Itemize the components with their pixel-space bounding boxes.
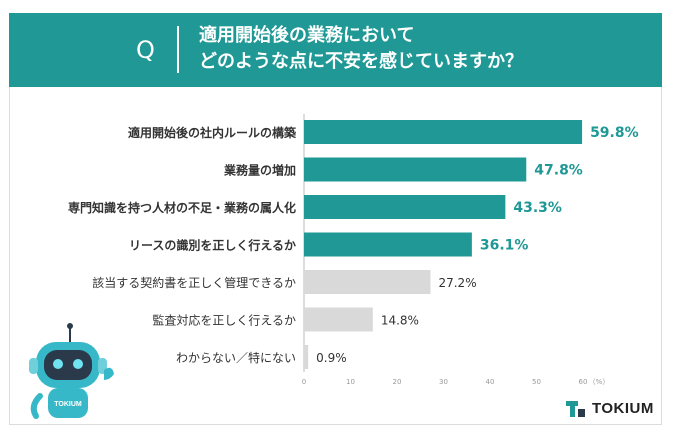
bar [304, 232, 472, 257]
tokium-logo-text: TOKIUM [592, 400, 654, 417]
x-tick-label: 50 [532, 378, 541, 386]
category-label: 適用開始後の社内ルールの構築 [128, 125, 297, 140]
x-tick-label: 30 [439, 378, 448, 386]
tokium-logo-icon [566, 401, 585, 417]
question-title: 適用開始後の業務において どのような点に不安を感じていますか？ [199, 25, 523, 72]
value-label: 0.9% [316, 351, 347, 365]
value-label: 36.1% [480, 238, 529, 254]
bar [304, 270, 431, 294]
robot-mascot-icon: TOKIUM [29, 323, 114, 419]
bar [304, 195, 506, 219]
category-label: 監査対応を正しく行えるか [152, 313, 296, 328]
bar [304, 307, 373, 332]
category-label: 専門知識を持つ人材の不足・業務の属人化 [68, 200, 296, 215]
header-divider [177, 26, 179, 73]
question-mark: Q [136, 36, 155, 64]
bar [304, 120, 583, 144]
value-label: 27.2% [438, 276, 476, 290]
category-label: リースの識別を正しく行えるか [129, 238, 296, 253]
x-tick-label: 10 [346, 378, 355, 386]
category-label: 業務量の増加 [223, 163, 296, 178]
category-label: わからない／特にない [176, 350, 296, 365]
category-label: 該当する契約書を正しく管理できるか [92, 275, 296, 290]
x-tick-label: 0 [302, 378, 306, 386]
value-label: 14.8% [381, 314, 419, 328]
bar [304, 345, 309, 369]
x-tick-label: 20 [393, 378, 402, 386]
bar [304, 157, 527, 182]
x-tick-label: 40 [486, 378, 495, 386]
x-tick-label: 60 [579, 378, 588, 386]
value-label: 47.8% [534, 163, 583, 179]
question-header: Q 適用開始後の業務において どのような点に不安を感じていますか？ [9, 13, 662, 87]
x-unit-label: （%） [589, 378, 610, 386]
value-label: 43.3% [513, 200, 562, 216]
mascot-label: TOKIUM [54, 401, 82, 408]
value-label: 59.8% [590, 125, 639, 141]
